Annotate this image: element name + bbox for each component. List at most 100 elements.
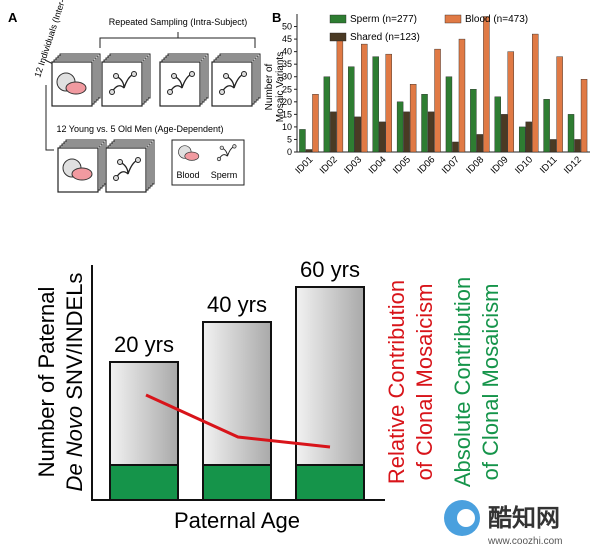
bar — [427, 111, 435, 153]
y-tick-label: 15 — [282, 109, 292, 119]
bar — [336, 33, 344, 153]
x-tick-label: ID02 — [318, 154, 340, 176]
bar — [312, 94, 319, 153]
panel-label: B — [272, 10, 281, 25]
y-tick-label: 50 — [282, 22, 292, 32]
legend-swatch — [444, 14, 462, 24]
concept-chart: 20 yrs 40 yrs 60 yrs Number of Paternal … — [34, 257, 503, 533]
bar — [445, 76, 453, 153]
clonal-segment — [295, 464, 365, 501]
panel-label: A — [8, 10, 18, 25]
connector — [45, 85, 54, 151]
watermark-url: www.coozhi.com — [487, 536, 562, 547]
bar — [434, 48, 441, 153]
bar — [494, 96, 501, 153]
x-tick-label: ID12 — [562, 154, 584, 176]
bar-label: 20 yrs — [114, 332, 174, 357]
axes — [91, 265, 385, 501]
bar — [525, 121, 532, 153]
bar — [580, 79, 588, 153]
x-label: Paternal Age — [174, 508, 300, 533]
y-tick-label: 35 — [282, 59, 292, 69]
clonal-segment — [109, 464, 179, 501]
bar — [532, 33, 539, 153]
legend-label: Blood (n=473) — [465, 14, 528, 25]
bar — [501, 114, 508, 153]
bar — [574, 139, 581, 153]
bar — [330, 111, 337, 153]
bar — [556, 56, 563, 153]
absolute-label: Absolute Contribution — [450, 277, 475, 487]
bar-label: 60 yrs — [300, 257, 360, 282]
y-label: Mosaic Variants — [275, 52, 286, 122]
legend-swatch — [329, 32, 347, 42]
watermark: 酷知网 www.coozhi.com — [444, 500, 562, 547]
bar — [567, 114, 575, 153]
bar — [396, 101, 404, 153]
legend-label: Sperm (n=277) — [350, 14, 417, 25]
x-tick-label: ID08 — [464, 154, 486, 176]
age-dependent-label: 12 Young vs. 5 Old Men (Age-Dependent) — [56, 124, 223, 134]
x-tick-label: ID09 — [489, 154, 511, 176]
x-tick-label: ID04 — [367, 154, 389, 176]
y-tick-label: 40 — [282, 47, 292, 57]
legend-label: Blood — [176, 170, 199, 180]
bar — [507, 51, 515, 153]
x-tick-label: ID01 — [293, 154, 315, 176]
bar — [452, 141, 459, 153]
y-tick-label: 0 — [287, 147, 292, 157]
bar — [348, 66, 355, 153]
bar — [372, 56, 379, 153]
x-tick-label: ID07 — [440, 154, 462, 176]
x-tick-label: ID06 — [415, 154, 437, 176]
y-label: Number of — [264, 63, 275, 110]
y-label-italic: De Novo — [62, 406, 87, 492]
bar — [518, 126, 526, 153]
x-tick-label: ID03 — [342, 154, 364, 176]
y-label-rest: SNV/INDELs — [62, 273, 87, 400]
x-tick-label: ID05 — [391, 154, 413, 176]
bar — [483, 16, 490, 153]
x-tick-label: ID10 — [513, 154, 535, 176]
watermark-logo — [457, 509, 475, 527]
bar — [379, 121, 386, 153]
bar — [549, 139, 557, 153]
relative-label: of Clonal Mosaicism — [412, 284, 437, 481]
y-tick-label: 30 — [282, 72, 292, 82]
watermark-text: 酷知网 — [488, 504, 560, 532]
bar-label: 40 yrs — [207, 292, 267, 317]
y-label: De Novo SNV/INDELs — [62, 273, 87, 492]
bar — [361, 43, 368, 153]
bar — [323, 76, 331, 153]
bar — [385, 53, 392, 153]
bar — [354, 116, 361, 153]
y-label: Number of Paternal — [34, 287, 59, 478]
bar — [470, 89, 477, 153]
intra-subject-label: Repeated Sampling (Intra-Subject) — [109, 17, 248, 27]
bar — [421, 94, 428, 153]
y-tick-label: 20 — [282, 97, 292, 107]
bar — [476, 134, 484, 153]
relative-trend — [145, 393, 331, 449]
bar — [299, 129, 306, 153]
sample-row — [51, 53, 261, 107]
legend-swatch — [329, 14, 347, 24]
clonal-segment — [202, 464, 272, 501]
x-tick-label: ID11 — [538, 154, 559, 175]
y-tick-label: 10 — [282, 122, 292, 132]
legend-label: Shared (n=123) — [350, 32, 420, 43]
axes — [296, 14, 590, 153]
y-tick-label: 25 — [282, 84, 292, 94]
bar — [543, 99, 550, 153]
bar — [403, 111, 410, 153]
relative-label: Relative Contribution — [384, 280, 409, 484]
y-tick-label: 5 — [287, 134, 292, 144]
bar — [409, 84, 417, 153]
legend-label: Sperm — [211, 170, 238, 180]
y-tick-label: 45 — [282, 34, 292, 44]
panel-a: A 12 Individuals (Inter-Subject) Repeate… — [8, 0, 261, 193]
absolute-label: of Clonal Mosaicism — [478, 284, 503, 481]
bracket — [99, 32, 256, 48]
bar — [458, 38, 466, 153]
